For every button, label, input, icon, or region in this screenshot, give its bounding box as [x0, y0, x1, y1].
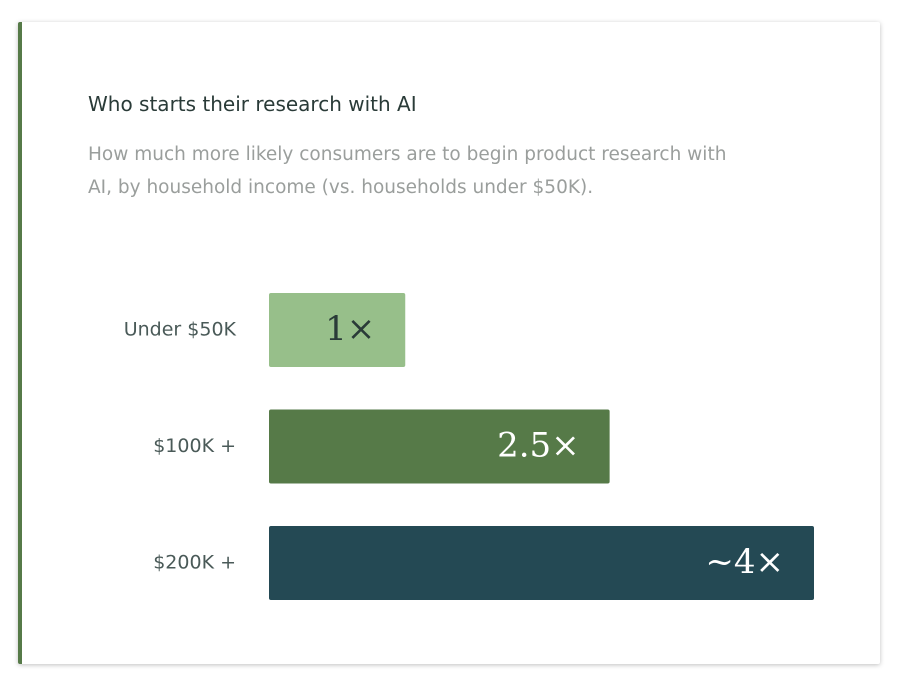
- bar: [269, 293, 406, 367]
- bar: [269, 526, 814, 600]
- chart-subtitle: How much more likely consumers are to be…: [88, 144, 727, 198]
- value-label: ~4×: [705, 542, 784, 582]
- value-label: 1×: [325, 309, 375, 349]
- chart-title: Who starts their research with AI: [88, 92, 417, 116]
- category-label: $100K +: [153, 435, 236, 457]
- category-label: Under $50K: [124, 319, 237, 341]
- value-label: 2.5×: [497, 426, 580, 466]
- bar: [269, 409, 610, 484]
- category-label: $200K +: [153, 552, 236, 574]
